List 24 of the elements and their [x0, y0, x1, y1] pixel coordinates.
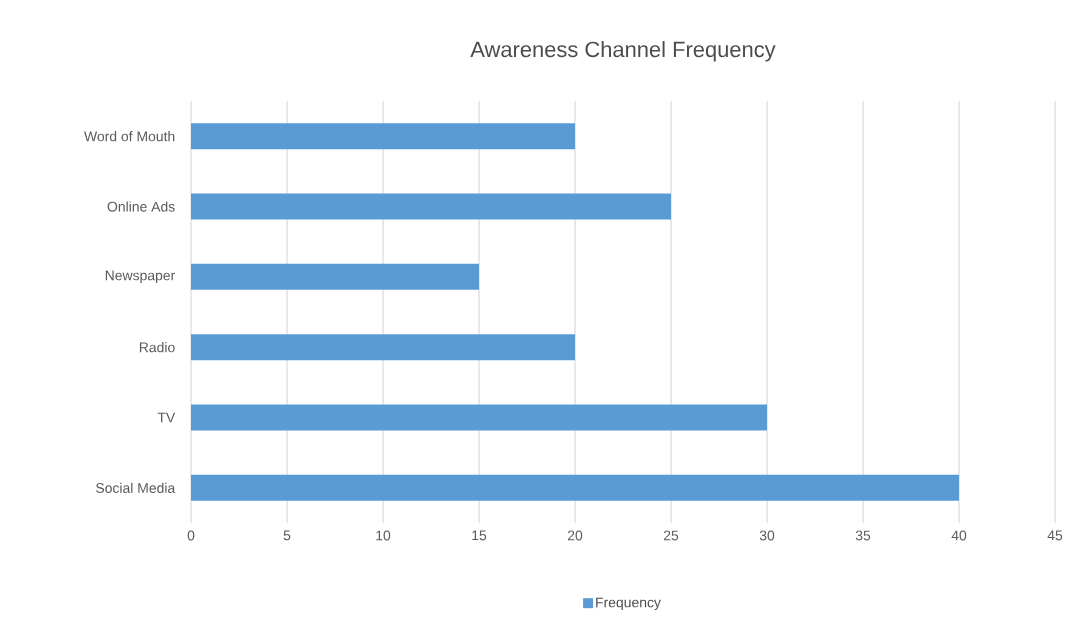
bar	[191, 474, 959, 501]
x-tick-label: 0	[187, 530, 195, 541]
x-tick-label: 45	[1047, 530, 1063, 541]
x-tick-label: 30	[759, 530, 775, 541]
x-tick-label: 20	[567, 530, 583, 541]
bar	[191, 193, 671, 220]
y-tick-label: Social Media	[96, 482, 176, 493]
x-tick-label: 35	[855, 530, 871, 541]
x-tick-label: 5	[283, 530, 291, 541]
y-tick-label: Online Ads	[107, 201, 175, 212]
x-tick-label: 25	[663, 530, 679, 541]
y-tick-label: Radio	[139, 342, 175, 353]
x-tick-label: 40	[951, 530, 967, 541]
y-tick-label: TV	[157, 412, 176, 423]
legend-label: Frequency	[596, 597, 661, 611]
bar	[191, 334, 575, 361]
bar	[191, 404, 767, 431]
x-tick-label: 10	[376, 530, 391, 541]
x-tick-label: 15	[472, 530, 487, 541]
y-tick-label: Newspaper	[105, 270, 175, 284]
bar	[191, 123, 575, 150]
chart-title: Awareness Channel Frequency	[470, 41, 776, 62]
bar	[191, 263, 479, 290]
y-tick-label: Word of Mouth	[84, 131, 175, 142]
